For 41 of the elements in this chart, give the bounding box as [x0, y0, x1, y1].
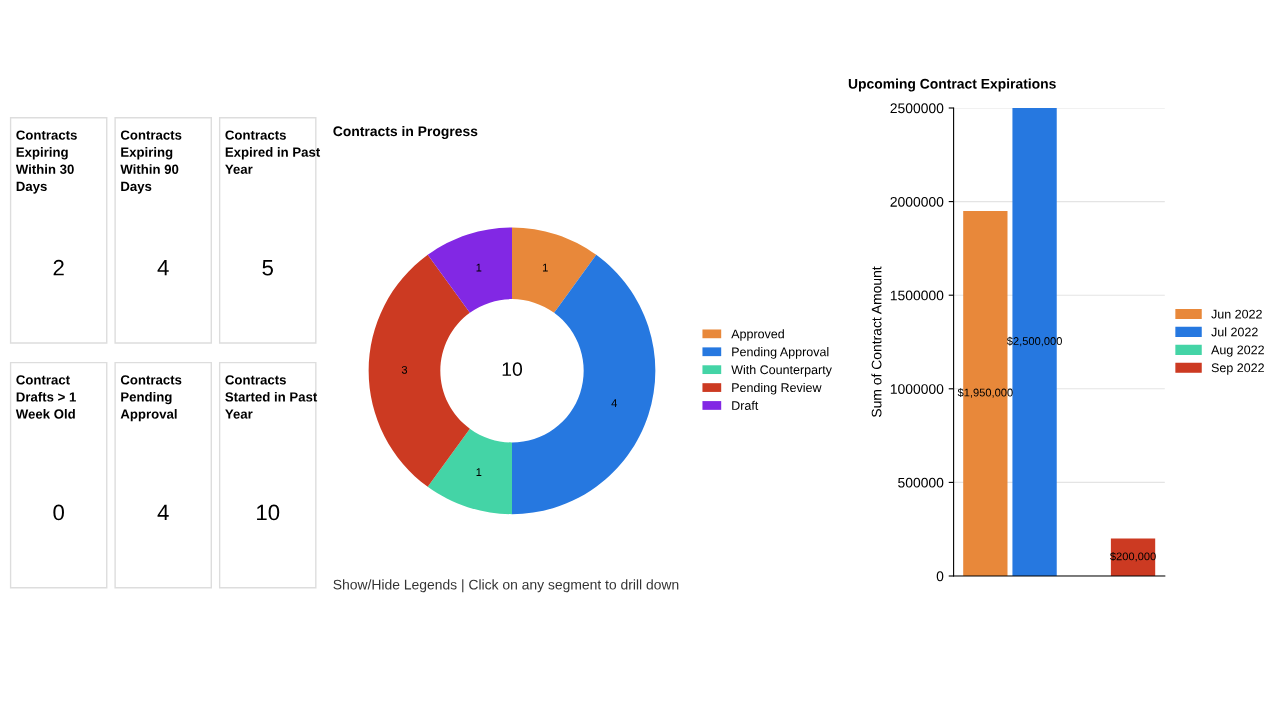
- legend-label: With Counterparty: [731, 364, 832, 377]
- data-label: 4: [157, 260, 169, 276]
- data-label: 4: [611, 399, 618, 407]
- legend-label: Pending Review: [732, 382, 822, 395]
- legend-label: Draft: [732, 400, 759, 410]
- data-label: 4: [157, 504, 169, 521]
- data-label: 2: [53, 259, 64, 276]
- data-label: 10: [257, 504, 280, 521]
- y-axis-title: Sum of Contract Amount: [871, 266, 882, 418]
- y-tick-label: 0: [936, 571, 944, 582]
- legend-label: Aug 2022: [1211, 345, 1264, 357]
- data-label: 0: [53, 504, 64, 521]
- category-label: Contract Drafts > 1 Week Old: [15, 375, 76, 419]
- legend-label: Approved: [731, 329, 784, 341]
- legend-label: Pending Approval: [732, 347, 829, 359]
- category-label: Contracts Expiring Within 30 Days: [15, 130, 77, 194]
- y-tick-label: 1000000: [890, 384, 944, 394]
- text: 10: [502, 362, 523, 377]
- donut-slice: [427, 227, 512, 313]
- chart-title: Upcoming Contract Expirations: [848, 78, 1056, 92]
- legend-label: Jul 2022: [1211, 327, 1258, 337]
- chart-title: Contracts in Progress: [333, 125, 478, 139]
- data-label: 5: [262, 260, 273, 276]
- data-label: 1: [476, 468, 482, 476]
- donut-slice: [512, 227, 597, 313]
- legend-label: Sep 2022: [1211, 363, 1264, 375]
- category-label: Contracts Started in Past Year: [225, 375, 318, 419]
- y-tick-label: 2500000: [890, 103, 944, 114]
- data-label: 1: [542, 263, 548, 272]
- data-label: 3: [401, 365, 408, 374]
- text: Show/Hide Legends | Click on any segment to drill down: [333, 579, 679, 593]
- y-tick-label: 500000: [898, 477, 944, 488]
- y-tick-label: 1500000: [890, 290, 944, 301]
- category-label: Contracts Expiring Within 90 Days: [120, 130, 182, 194]
- category-label: Contracts Expired in Past Year: [225, 130, 321, 174]
- category-label: Contracts Pending Approval: [120, 375, 182, 422]
- y-tick-label: 2000000: [890, 196, 944, 207]
- data-label: 1: [476, 263, 482, 272]
- donut-slice: [427, 428, 512, 515]
- legend-label: Jun 2022: [1211, 309, 1262, 319]
- donut-slice: [368, 254, 470, 487]
